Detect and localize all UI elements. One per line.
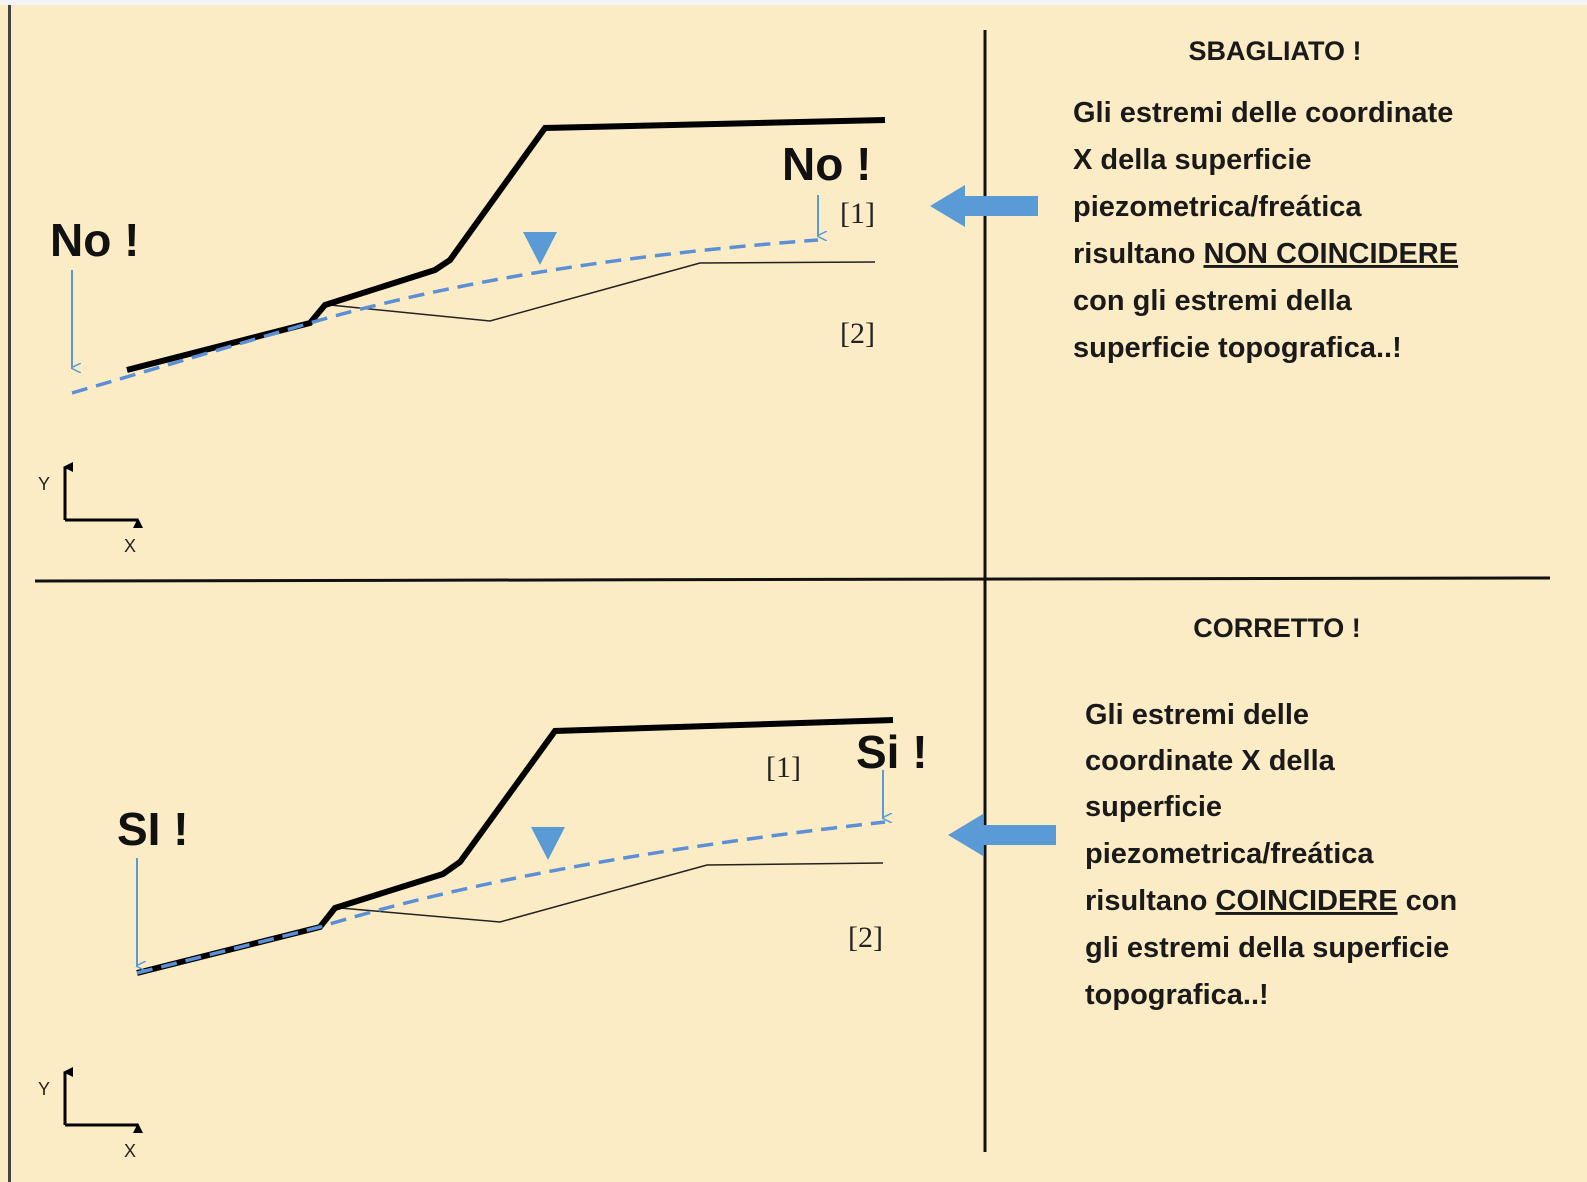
description: X della superficie	[1073, 144, 1312, 176]
description: con gli estremi della	[1073, 285, 1353, 317]
big-arrow	[930, 185, 1038, 227]
water-table	[71, 238, 819, 395]
description: gli estremi della superficie	[1085, 932, 1449, 964]
layer-label: [1]	[840, 197, 875, 230]
axis-label: X	[124, 536, 136, 556]
axis-label: X	[124, 1141, 136, 1161]
description: coordinate X della	[1085, 745, 1336, 777]
description: topografica..!	[1085, 979, 1269, 1011]
layer-label: [2]	[848, 921, 883, 954]
label: SI !	[117, 803, 189, 855]
water-level-symbol	[531, 827, 565, 860]
water-level-symbol	[523, 232, 557, 265]
description: Gli estremi delle coordinate	[1073, 97, 1453, 129]
description: piezometrica/freática	[1085, 838, 1374, 870]
description: superficie topografica..!	[1073, 332, 1402, 364]
topographic-surface	[126, 117, 886, 373]
description: piezometrica/freática	[1073, 191, 1362, 223]
layer-label: [1]	[766, 751, 801, 784]
top-strip	[0, 0, 1587, 5]
description: risultano NON COINCIDERE	[1073, 238, 1458, 270]
description: Gli estremi delle	[1085, 699, 1309, 731]
axis-label: Y	[38, 474, 50, 494]
big-arrow	[948, 814, 1056, 856]
layer-boundary	[329, 261, 876, 322]
label: No !	[782, 138, 871, 190]
water-table	[136, 820, 886, 975]
horizontal-divider	[34, 576, 1551, 583]
left-edge	[8, 5, 11, 1182]
layer-boundary	[339, 862, 884, 923]
text: risultano	[1085, 885, 1216, 917]
description: risultano COINCIDERE con	[1085, 885, 1457, 917]
text: con	[1398, 885, 1458, 917]
description: superficie	[1085, 791, 1222, 823]
emphasis: COINCIDERE	[1216, 885, 1398, 917]
bottom-panel: SI ! Si ! [1] [2] Y X CORRETTO ! Gli est…	[38, 613, 1457, 1161]
layer-label: [2]	[840, 317, 875, 350]
title: CORRETTO !	[1193, 613, 1361, 643]
label: No !	[50, 214, 139, 266]
top-panel: No ! No ! [1] [2] Y X SBAGLIATO ! Gli es…	[38, 36, 1458, 556]
axis-label: Y	[38, 1079, 50, 1099]
text: risultano	[1073, 238, 1204, 270]
title: SBAGLIATO !	[1189, 36, 1362, 66]
label: Si !	[856, 726, 928, 778]
emphasis: NON COINCIDERE	[1204, 238, 1459, 270]
